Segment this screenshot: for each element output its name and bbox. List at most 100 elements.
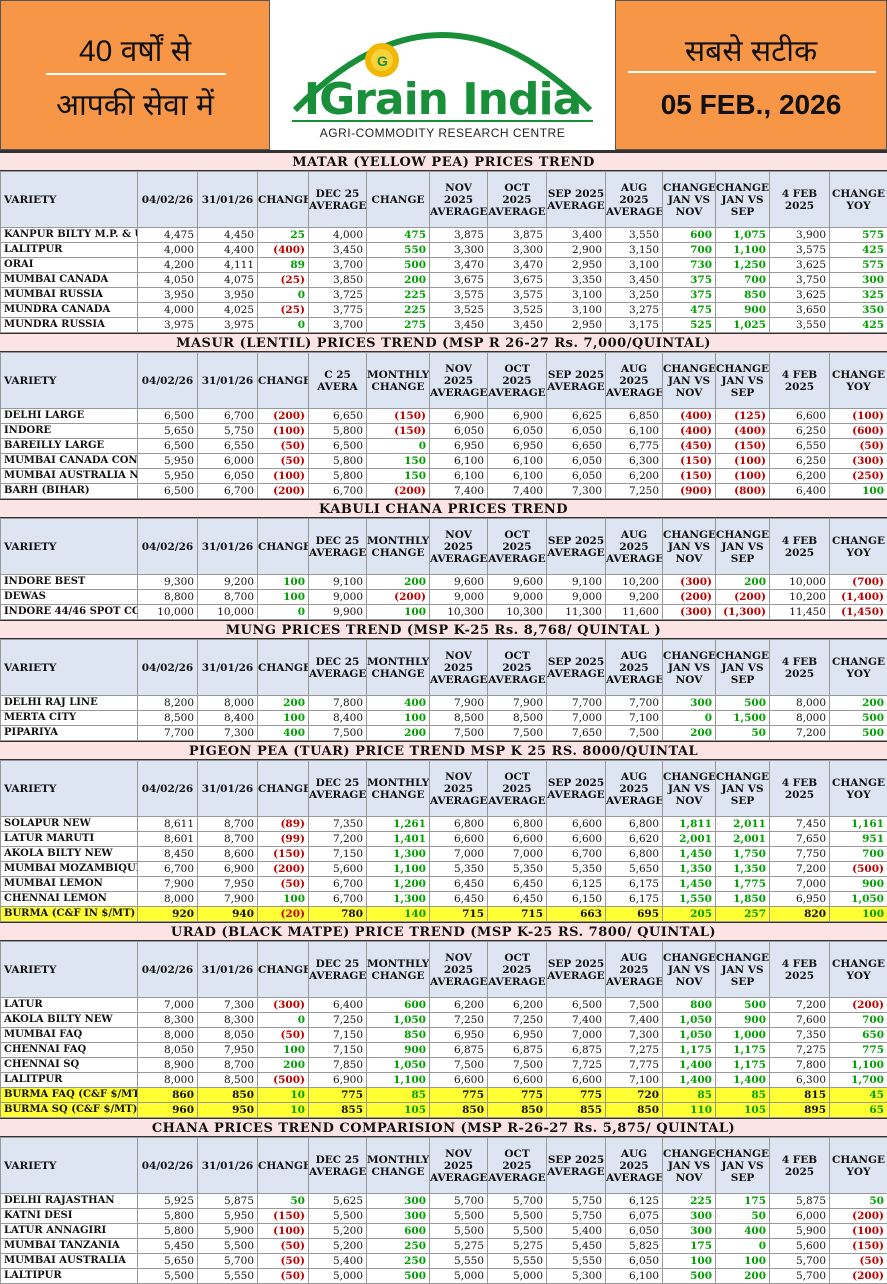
value-cell: 500 <box>716 696 770 711</box>
value-cell: 780 <box>309 907 367 922</box>
value-cell: 6,700 <box>309 484 367 499</box>
value-cell: 7,400 <box>430 484 488 499</box>
column-header: 4 FEB 2025 <box>770 942 830 998</box>
value-cell: 6,050 <box>488 424 547 439</box>
column-header: 4 FEB 2025 <box>770 519 830 575</box>
value-cell: 695 <box>606 907 663 922</box>
column-header: CHANGE <box>258 761 309 817</box>
value-cell: 3,450 <box>488 318 547 333</box>
value-cell: (150) <box>716 439 770 454</box>
value-cell: 8,300 <box>198 1013 258 1028</box>
value-cell: 1,550 <box>663 892 716 907</box>
value-cell: 225 <box>367 288 430 303</box>
value-cell: 3,950 <box>198 288 258 303</box>
value-cell: 550 <box>367 243 430 258</box>
column-header: CHANGE JAN VS NOV <box>663 1138 716 1194</box>
value-cell: 6,125 <box>606 1194 663 1209</box>
value-cell: 6,100 <box>606 1269 663 1284</box>
value-cell: 9,100 <box>547 575 606 590</box>
value-cell: 8,000 <box>138 1073 198 1088</box>
column-header: CHANGE <box>258 640 309 696</box>
value-cell: 3,575 <box>430 288 488 303</box>
value-cell: 7,250 <box>606 484 663 499</box>
value-cell: 10 <box>258 1088 309 1103</box>
column-header: 4 FEB 2025 <box>770 761 830 817</box>
value-cell: 10,000 <box>770 575 830 590</box>
column-header: SEP 2025 AVERAGE <box>547 172 606 228</box>
value-cell: 3,100 <box>606 258 663 273</box>
variety-cell: LALITPUR <box>1 1073 138 1088</box>
value-cell: 3,525 <box>488 303 547 318</box>
value-cell: 3,300 <box>488 243 547 258</box>
value-cell: 7,150 <box>309 1028 367 1043</box>
value-cell: 1,350 <box>663 862 716 877</box>
column-header: CHANGE JAN VS SEP <box>716 353 770 409</box>
value-cell: 7,650 <box>770 832 830 847</box>
value-cell: 500 <box>663 1269 716 1284</box>
value-cell: 1,025 <box>716 318 770 333</box>
value-cell: 8,000 <box>138 1028 198 1043</box>
value-cell: 3,350 <box>547 273 606 288</box>
value-cell: 475 <box>663 303 716 318</box>
value-cell: 7,250 <box>430 1013 488 1028</box>
value-cell: 6,200 <box>430 998 488 1013</box>
column-header: 04/02/26 <box>138 353 198 409</box>
value-cell: 325 <box>830 288 887 303</box>
value-cell: (50) <box>258 1254 309 1269</box>
value-cell: 8,000 <box>770 711 830 726</box>
value-cell: (50) <box>258 1269 309 1284</box>
value-cell: 6,050 <box>198 469 258 484</box>
value-cell: 7,150 <box>309 1043 367 1058</box>
value-cell: 7,275 <box>606 1043 663 1058</box>
value-cell: 100 <box>663 1254 716 1269</box>
header-right-divider <box>628 71 876 73</box>
value-cell: 7,350 <box>309 817 367 832</box>
column-header: MONTHLY CHANGE <box>367 353 430 409</box>
value-cell: 3,250 <box>606 288 663 303</box>
value-cell: 7,900 <box>138 877 198 892</box>
value-cell: 6,950 <box>430 1028 488 1043</box>
value-cell: 5,700 <box>770 1254 830 1269</box>
value-cell: 5,750 <box>547 1209 606 1224</box>
value-cell: 8,700 <box>198 817 258 832</box>
svg-text:G: G <box>377 53 388 69</box>
value-cell: 500 <box>830 726 887 741</box>
value-cell: 6,400 <box>770 484 830 499</box>
value-cell: 5,400 <box>547 1224 606 1239</box>
value-cell: 100 <box>258 1043 309 1058</box>
value-cell: 45 <box>830 1088 887 1103</box>
column-header: CHANGE YOY <box>830 640 887 696</box>
value-cell: 11,450 <box>770 605 830 620</box>
value-cell: 5,450 <box>138 1239 198 1254</box>
value-cell: 100 <box>367 605 430 620</box>
value-cell: 3,650 <box>770 303 830 318</box>
column-header: CHANGE <box>367 172 430 228</box>
value-cell: 7,200 <box>770 998 830 1013</box>
value-cell: 775 <box>830 1043 887 1058</box>
value-cell: 9,200 <box>198 575 258 590</box>
value-cell: 1,811 <box>663 817 716 832</box>
value-cell: 6,050 <box>606 1254 663 1269</box>
value-cell: 7,000 <box>488 847 547 862</box>
value-cell: 900 <box>367 1043 430 1058</box>
value-cell: 8,900 <box>138 1058 198 1073</box>
column-header: 04/02/26 <box>138 1138 198 1194</box>
value-cell: 3,525 <box>430 303 488 318</box>
value-cell: 6,150 <box>547 892 606 907</box>
column-header: DEC 25 AVERAGE <box>309 1138 367 1194</box>
value-cell: 575 <box>830 258 887 273</box>
value-cell: 950 <box>198 1103 258 1118</box>
value-cell: 5,800 <box>309 469 367 484</box>
value-cell: 0 <box>258 1013 309 1028</box>
column-header: CHANGE YOY <box>830 1138 887 1194</box>
value-cell: 8,700 <box>198 1058 258 1073</box>
column-header: 04/02/26 <box>138 942 198 998</box>
